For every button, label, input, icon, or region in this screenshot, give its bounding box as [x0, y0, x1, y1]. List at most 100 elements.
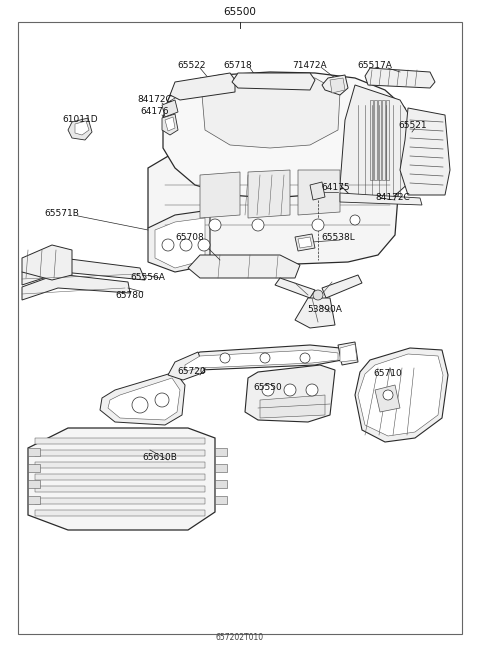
Text: 84172C: 84172C [376, 193, 410, 203]
Polygon shape [35, 474, 205, 480]
Polygon shape [358, 354, 443, 436]
Text: 65708: 65708 [176, 234, 204, 243]
Text: 65610B: 65610B [143, 454, 178, 463]
Polygon shape [365, 68, 435, 88]
Polygon shape [28, 480, 40, 488]
Polygon shape [22, 258, 145, 285]
Polygon shape [202, 75, 340, 148]
Polygon shape [338, 342, 358, 365]
Polygon shape [295, 234, 315, 251]
Circle shape [313, 290, 323, 300]
Circle shape [350, 215, 360, 225]
Polygon shape [200, 172, 240, 218]
Polygon shape [232, 73, 315, 90]
Polygon shape [28, 496, 40, 504]
Text: 84172C: 84172C [138, 96, 172, 105]
Polygon shape [330, 78, 345, 93]
Polygon shape [374, 100, 377, 180]
Text: 65571B: 65571B [45, 208, 79, 217]
Polygon shape [215, 496, 227, 504]
Circle shape [220, 353, 230, 363]
Polygon shape [260, 395, 325, 418]
Text: 65718: 65718 [224, 61, 252, 69]
Text: 65720: 65720 [178, 367, 206, 377]
Polygon shape [400, 108, 450, 195]
Text: 61011D: 61011D [62, 116, 98, 124]
Polygon shape [168, 352, 205, 380]
Polygon shape [215, 464, 227, 472]
Circle shape [262, 384, 274, 396]
Polygon shape [386, 100, 389, 180]
Polygon shape [378, 100, 381, 180]
Polygon shape [68, 118, 92, 140]
Text: 65550: 65550 [253, 384, 282, 393]
Text: 65517A: 65517A [358, 61, 393, 69]
Polygon shape [35, 450, 205, 456]
Polygon shape [215, 480, 227, 488]
Polygon shape [162, 100, 178, 117]
Polygon shape [340, 85, 415, 200]
Polygon shape [35, 498, 205, 504]
Polygon shape [162, 114, 178, 135]
Polygon shape [35, 486, 205, 492]
Polygon shape [340, 193, 422, 205]
Polygon shape [163, 72, 405, 198]
Polygon shape [375, 385, 400, 412]
Polygon shape [245, 365, 335, 422]
Polygon shape [35, 510, 205, 516]
Polygon shape [178, 345, 342, 373]
Polygon shape [295, 298, 335, 328]
Polygon shape [75, 121, 89, 135]
Circle shape [132, 397, 148, 413]
Text: 65522: 65522 [178, 61, 206, 69]
Polygon shape [340, 344, 357, 362]
Circle shape [252, 219, 264, 231]
Polygon shape [298, 237, 312, 248]
Polygon shape [275, 278, 315, 298]
Polygon shape [35, 462, 205, 468]
Text: 65521: 65521 [399, 120, 427, 129]
Circle shape [180, 239, 192, 251]
Polygon shape [370, 100, 373, 180]
Polygon shape [298, 170, 340, 215]
Polygon shape [155, 218, 205, 268]
Polygon shape [28, 428, 215, 530]
Polygon shape [248, 170, 290, 218]
Polygon shape [215, 448, 227, 456]
Polygon shape [22, 245, 72, 280]
Text: 65780: 65780 [116, 291, 144, 300]
Polygon shape [322, 275, 362, 298]
Text: 65710: 65710 [373, 369, 402, 377]
Text: 64176: 64176 [141, 107, 169, 116]
Polygon shape [355, 348, 448, 442]
Circle shape [209, 219, 221, 231]
Polygon shape [148, 148, 400, 265]
Circle shape [162, 239, 174, 251]
Text: 71472A: 71472A [293, 61, 327, 69]
Circle shape [306, 384, 318, 396]
Circle shape [155, 393, 169, 407]
Text: 64175: 64175 [322, 184, 350, 193]
Polygon shape [28, 448, 40, 456]
Circle shape [198, 239, 210, 251]
Polygon shape [28, 464, 40, 472]
Polygon shape [185, 350, 338, 371]
Polygon shape [382, 100, 385, 180]
Text: 65500: 65500 [224, 7, 256, 17]
Circle shape [383, 390, 393, 400]
Polygon shape [322, 75, 348, 95]
Circle shape [300, 353, 310, 363]
Polygon shape [148, 210, 210, 272]
Circle shape [312, 219, 324, 231]
Text: 65538L: 65538L [321, 232, 355, 241]
Polygon shape [35, 438, 205, 444]
Polygon shape [170, 73, 235, 100]
Polygon shape [22, 274, 130, 300]
Text: 657202T010: 657202T010 [216, 633, 264, 642]
Polygon shape [165, 117, 175, 131]
Polygon shape [188, 255, 300, 278]
Polygon shape [310, 182, 325, 200]
Polygon shape [100, 372, 185, 425]
Circle shape [260, 353, 270, 363]
Polygon shape [108, 378, 180, 420]
